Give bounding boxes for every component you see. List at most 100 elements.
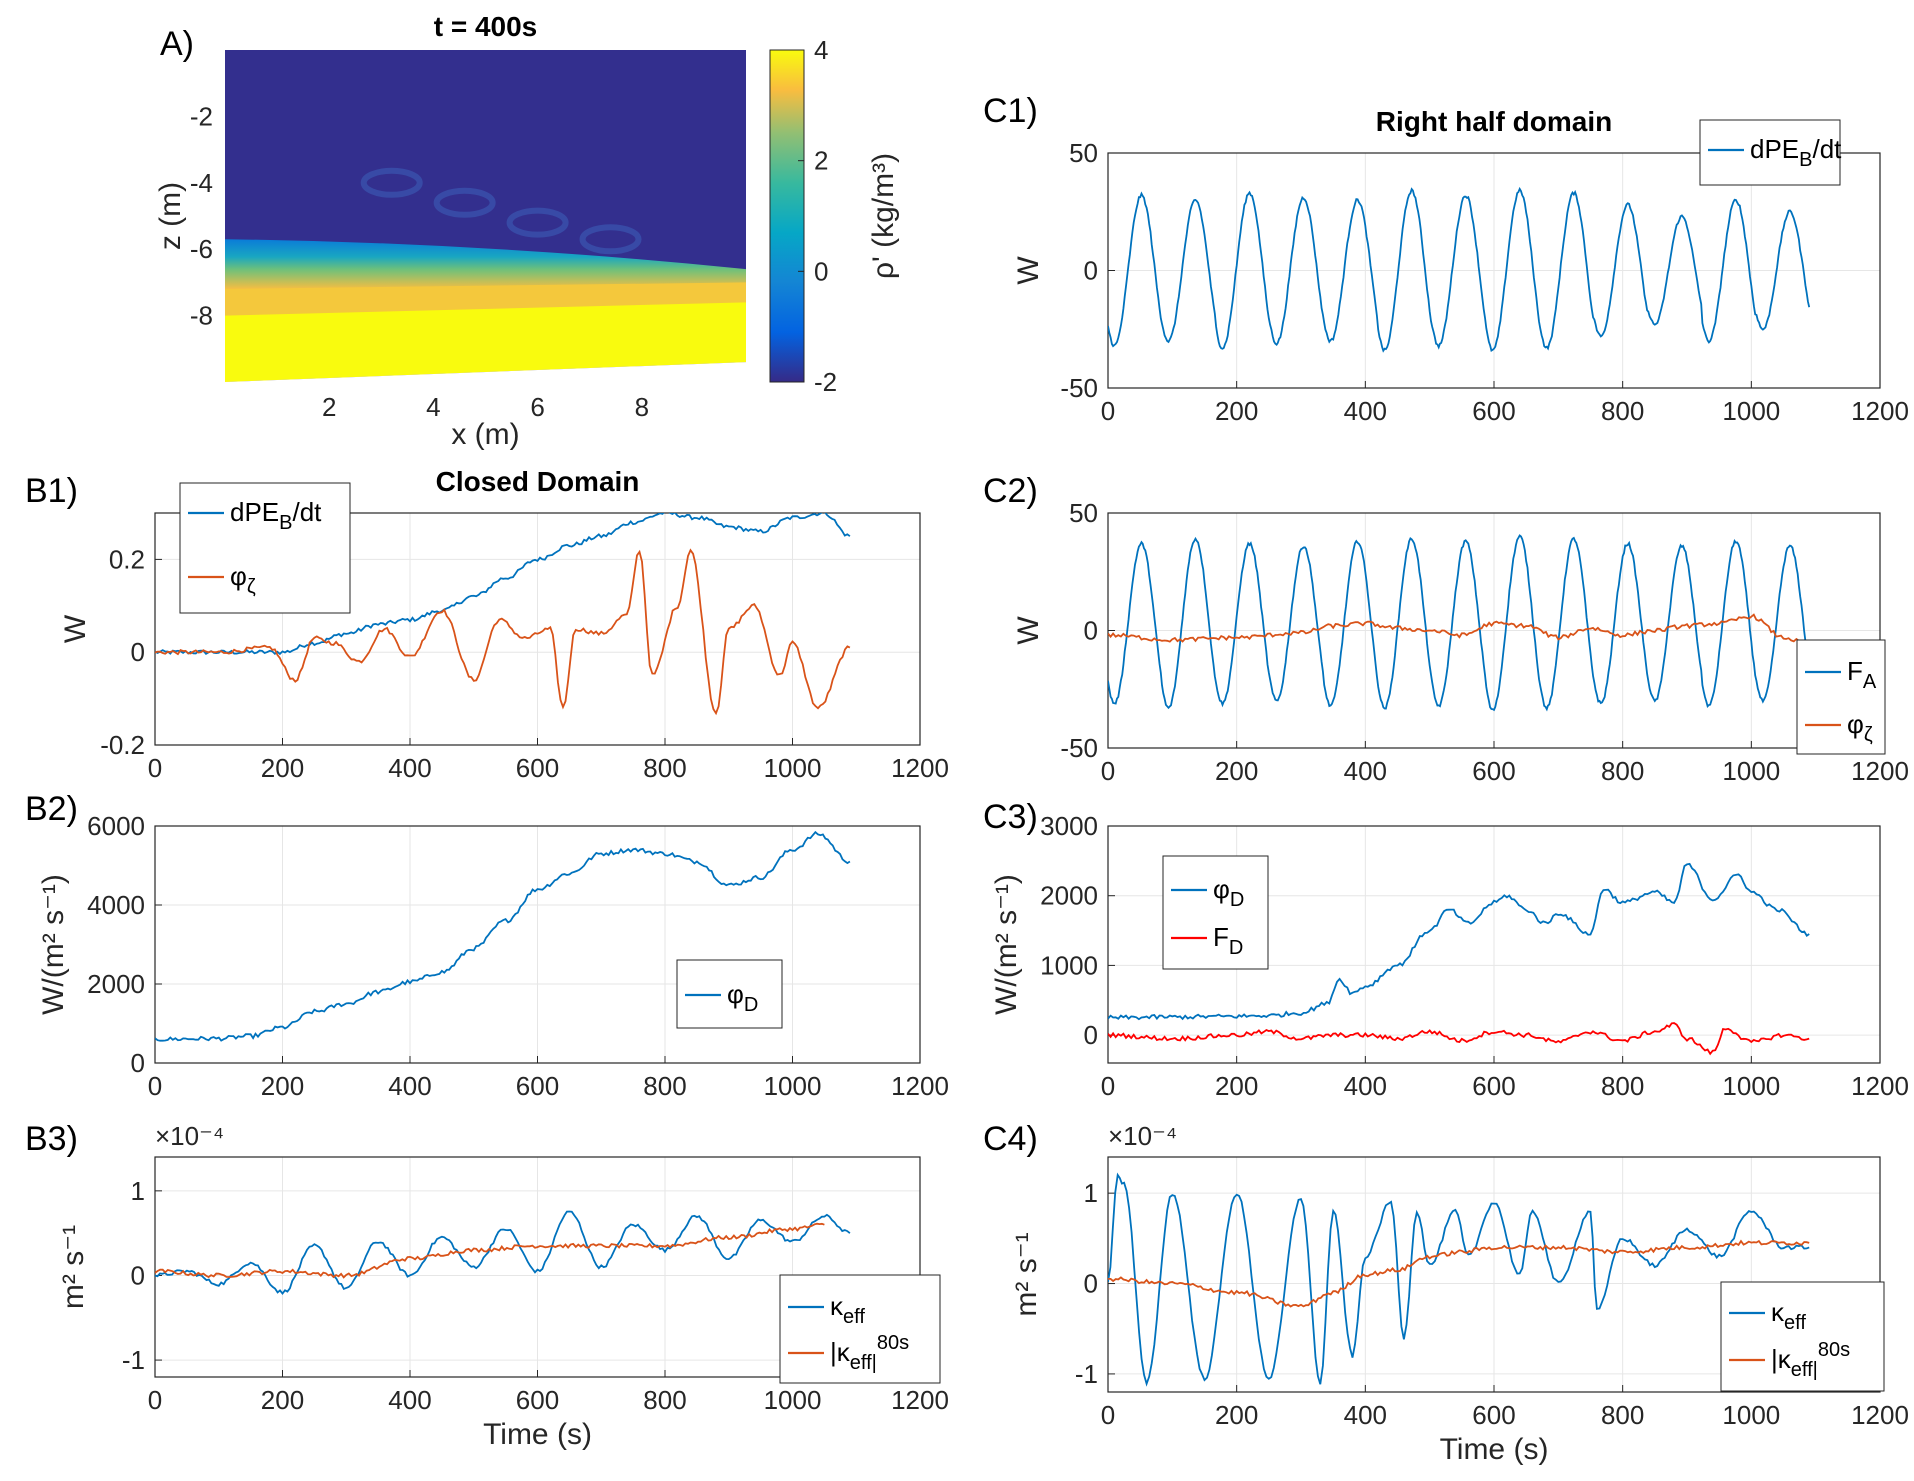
y-tick-label: -1: [1075, 1359, 1098, 1389]
y-tick-label: 0: [1084, 1020, 1098, 1050]
panel-title: Right half domain: [1376, 106, 1612, 137]
panel-label: C2): [983, 472, 1038, 510]
legend-label-1: φζ: [1847, 709, 1873, 746]
series-line-1: [1108, 613, 1810, 646]
colorbar-tick-label: -2: [814, 367, 837, 397]
panel-label: B3): [25, 1120, 78, 1158]
x-tick-label: 400: [1344, 1071, 1387, 1101]
x-tick-label: 400: [1344, 756, 1387, 786]
x-tick-label: 1000: [1722, 1071, 1780, 1101]
colorbar: [769, 49, 805, 383]
y-tick-label: 1: [131, 1176, 145, 1206]
plot-area: [155, 830, 851, 1042]
y-tick-label: 0: [1084, 1269, 1098, 1299]
y-axis-label: m² s⁻¹: [1010, 1232, 1043, 1316]
y-tick-label: -1: [122, 1345, 145, 1375]
x-tick-label: 4: [426, 392, 440, 422]
x-tick-label: 600: [1472, 396, 1515, 426]
x-tick-label: 600: [516, 753, 559, 783]
billow-0: [360, 167, 423, 198]
x-tick-label: 0: [1101, 756, 1115, 786]
x-tick-label: 1000: [764, 753, 822, 783]
legend-label-0: dPEB/dt: [1750, 134, 1842, 171]
legend-label-0: dPEB/dt: [230, 497, 322, 534]
y-tick-label: -2: [190, 101, 213, 131]
legend: FA φζ: [1796, 639, 1886, 755]
y-tick-label: 6000: [87, 811, 145, 841]
x-tick-label: 2: [322, 392, 336, 422]
x-tick-label: 8: [635, 392, 649, 422]
x-tick-label: 1200: [1851, 1071, 1909, 1101]
legend-box: [1699, 119, 1841, 186]
dense-core: [225, 302, 746, 382]
colorbar-tick-label: 0: [814, 256, 828, 286]
plot-area: [1108, 534, 1811, 712]
x-tick-label: 800: [1601, 1400, 1644, 1430]
legend-label-0: FA: [1847, 656, 1877, 693]
y-tick-label: 1: [1084, 1178, 1098, 1208]
plot-area: [1108, 186, 1811, 353]
x-tick-label: 600: [516, 1385, 559, 1415]
x-tick-label: 600: [1472, 756, 1515, 786]
panel-title: Closed Domain: [436, 466, 640, 497]
x-tick-label: 800: [643, 753, 686, 783]
panel-b2: B2) 0 200 400 600 800 1000 1200 0 2000 4000 6000 W/(…: [25, 790, 949, 1101]
x-tick-label: 400: [388, 1071, 431, 1101]
series-line-0: [1108, 534, 1811, 712]
legend: φD: [676, 959, 783, 1029]
colorbar-label: ρ' (kg/m³): [867, 153, 900, 279]
legend-box: [1720, 1281, 1885, 1392]
interface-band: [225, 239, 746, 290]
panel-a: A) 2 4 6 8 -8 -6 -4 -2 x (m) z (m) t = 400s -2 0 2 4 ρ' …: [154, 11, 900, 451]
y-axis-label: z (m): [154, 182, 187, 250]
series-line-1: [1108, 1239, 1810, 1308]
legend-box: [1796, 639, 1886, 755]
x-tick-label: 800: [643, 1071, 686, 1101]
x-tick-label: 800: [1601, 1071, 1644, 1101]
x-tick-label: 1000: [1722, 396, 1780, 426]
y-tick-label: 2000: [1040, 881, 1098, 911]
x-tick-label: 400: [1344, 1400, 1387, 1430]
y-tick-label: 2000: [87, 969, 145, 999]
panel-label: A): [160, 25, 194, 63]
x-tick-label: 0: [148, 1385, 162, 1415]
x-tick-label: 0: [1101, 396, 1115, 426]
series-line-1: [155, 1222, 825, 1279]
y-tick-label: 0: [1084, 256, 1098, 286]
series-line-1: [155, 548, 851, 716]
panel-title: t = 400s: [434, 11, 538, 42]
series-line-0: [1108, 186, 1811, 353]
legend: φD FD: [1162, 855, 1269, 970]
legend-label-0: κeff: [830, 1291, 865, 1328]
y-axis-label: W: [59, 614, 92, 643]
x-tick-label: 600: [1472, 1071, 1515, 1101]
legend-label-1: FD: [1213, 922, 1243, 959]
x-tick-label: 0: [148, 753, 162, 783]
panel-label: C4): [983, 1120, 1038, 1158]
x-tick-label: 1200: [891, 753, 949, 783]
y-exponent: ×10⁻⁴: [1108, 1121, 1177, 1151]
x-tick-label: 1200: [891, 1385, 949, 1415]
x-tick-label: 1200: [891, 1071, 949, 1101]
series-line-0: [155, 1210, 851, 1295]
x-tick-label: 1200: [1851, 1400, 1909, 1430]
legend-label-0: φD: [1213, 874, 1244, 911]
y-exponent: ×10⁻⁴: [155, 1121, 224, 1151]
legend-label-0: κeff: [1771, 1297, 1806, 1334]
legend-label-1: φζ: [230, 561, 256, 598]
panel-label: B2): [25, 790, 78, 828]
x-tick-label: 600: [516, 1071, 559, 1101]
x-tick-label: 1200: [1851, 756, 1909, 786]
y-tick-label: 50: [1069, 498, 1098, 528]
plot-area: [1108, 1172, 1810, 1387]
legend: dPEB/dt φζ: [179, 482, 351, 614]
x-tick-label: 0: [1101, 1400, 1115, 1430]
y-tick-label: 0.2: [109, 544, 145, 574]
x-tick-label: 200: [1215, 1400, 1258, 1430]
billow-3: [579, 224, 642, 255]
y-tick-label: 0: [131, 1048, 145, 1078]
billow-2: [506, 207, 569, 238]
x-tick-label: 200: [1215, 396, 1258, 426]
